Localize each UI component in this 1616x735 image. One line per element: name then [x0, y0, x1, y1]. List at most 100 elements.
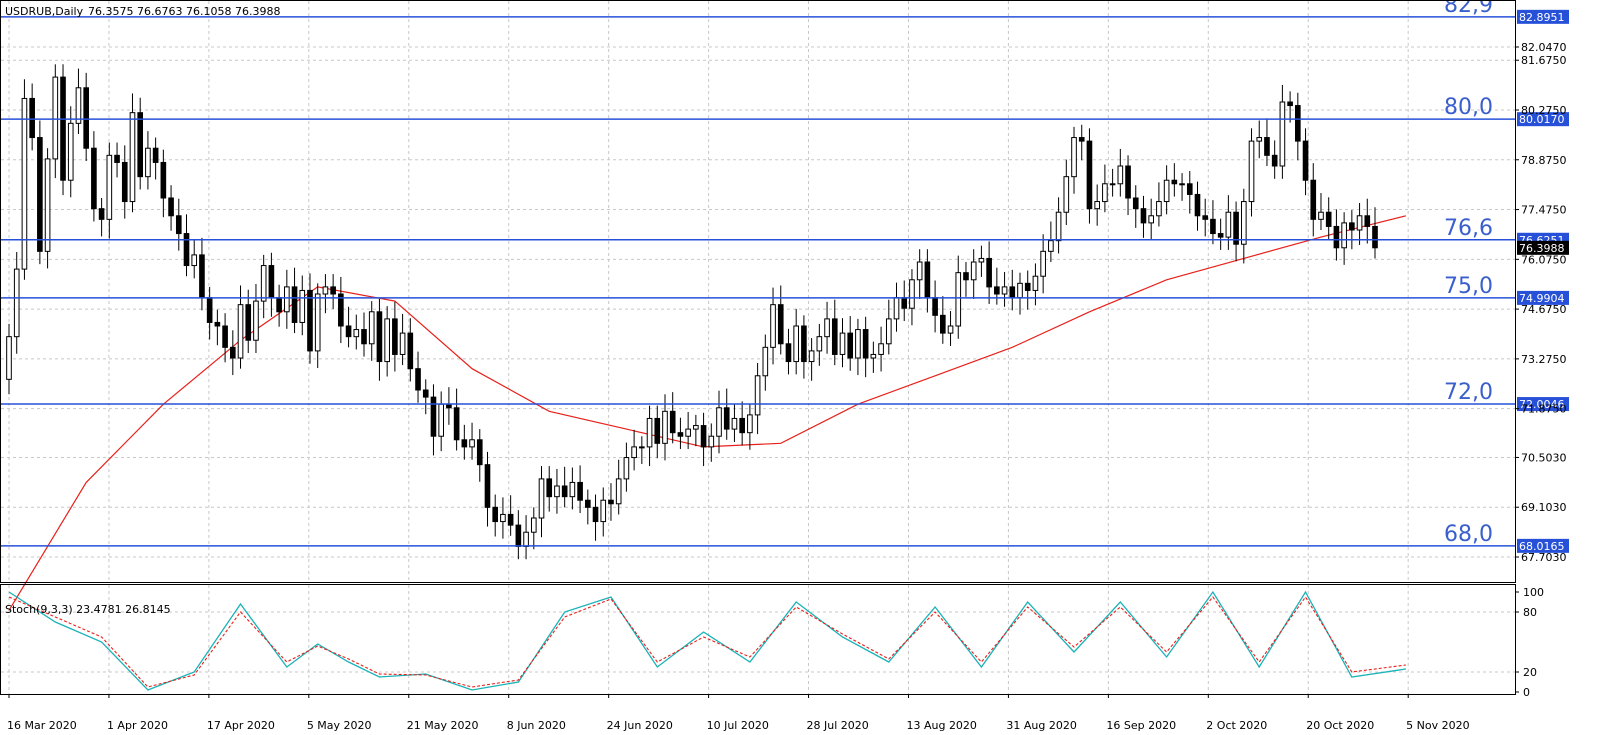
candle-body: [1078, 137, 1085, 142]
price-tick-label: 69.1030: [1521, 501, 1567, 514]
candle-body: [831, 318, 838, 355]
candle-body: [384, 318, 390, 363]
candle-body: [584, 499, 591, 508]
candle-body: [1287, 101, 1293, 107]
time-label: 1 Apr 2020: [107, 719, 168, 732]
candle-body: [623, 457, 630, 480]
candle-body: [361, 329, 367, 345]
candle-body: [646, 417, 653, 448]
candle-body: [253, 300, 259, 341]
candle-body: [1156, 201, 1162, 217]
candle-body: [639, 446, 645, 449]
candle-body: [1086, 140, 1093, 210]
current-price-label: 76.3988: [1519, 242, 1565, 255]
current-price-box: [1517, 240, 1569, 255]
candle-body: [592, 506, 599, 523]
level-price-box: [1517, 290, 1569, 305]
price-tick-label: 74.6750: [1521, 303, 1567, 316]
stoch-tick-label: 0: [1523, 686, 1530, 699]
price-tick-label: 81.6750: [1521, 54, 1567, 67]
candle-body: [978, 257, 985, 263]
candle-body: [1109, 183, 1116, 186]
candle-body: [839, 332, 846, 355]
level-label: 76,6: [1444, 216, 1493, 241]
candle-body: [1179, 183, 1185, 186]
symbol-label: USDRUB,Daily: [5, 5, 84, 18]
candle-body: [500, 513, 506, 523]
candle-body: [37, 137, 43, 252]
candle-body: [415, 368, 421, 391]
candle-body: [577, 481, 583, 501]
candle-body: [855, 329, 861, 359]
candle-body: [91, 147, 97, 210]
candle-body: [1349, 222, 1355, 231]
candle-body: [407, 332, 414, 370]
candle-body: [770, 304, 776, 348]
candle-body: [530, 517, 537, 533]
candle-body: [237, 304, 244, 359]
candle-body: [554, 485, 560, 498]
candle-body: [1202, 215, 1209, 220]
candle-body: [909, 279, 915, 309]
candle-body: [1325, 211, 1332, 227]
candle-body: [453, 407, 460, 441]
candle-body: [1295, 105, 1301, 142]
candle-body: [106, 154, 113, 220]
candle-body: [1032, 275, 1039, 291]
level-price-label: 74.9904: [1519, 292, 1565, 305]
candle-body: [685, 428, 691, 437]
candle-body: [507, 513, 514, 526]
candle-body: [145, 147, 151, 178]
level-price-box: [1517, 397, 1569, 412]
candle-body: [1256, 137, 1263, 142]
candle-body: [1148, 215, 1155, 224]
candle-body: [1372, 225, 1378, 249]
level-label: 82,9: [1444, 0, 1493, 18]
candle-body: [175, 215, 182, 235]
candle-body: [160, 161, 167, 199]
level-price-box: [1517, 538, 1569, 553]
candle-body: [808, 350, 815, 363]
candle-body: [1055, 211, 1062, 242]
candle-body: [731, 417, 738, 430]
candle-body: [801, 325, 807, 363]
price-tick-label: 73.2750: [1521, 353, 1567, 366]
candle-body: [430, 396, 437, 437]
candle-body: [1217, 233, 1224, 238]
candle-body: [986, 257, 992, 288]
candle-body: [538, 478, 545, 519]
time-label: 20 Oct 2020: [1306, 719, 1374, 732]
candle-body: [284, 286, 290, 313]
candle-body: [307, 289, 313, 352]
candle-body: [1017, 282, 1023, 299]
candle-body: [1094, 201, 1100, 210]
candle-body: [183, 233, 190, 267]
candle-body: [716, 407, 722, 437]
main-frame: [0, 0, 1516, 583]
candle-body: [199, 254, 205, 299]
candle-body: [515, 524, 522, 547]
stoch-main-line: [8, 590, 1406, 691]
time-label: 5 Nov 2020: [1406, 719, 1469, 732]
candle-body: [1210, 218, 1216, 235]
candle-body: [608, 499, 614, 505]
candle-body: [1048, 240, 1054, 252]
candle-body: [1341, 222, 1347, 249]
candle-body: [422, 389, 429, 398]
candle-body: [276, 297, 282, 313]
candle-body: [492, 506, 499, 523]
candle-body: [994, 286, 1000, 295]
level-price-label: 82.8951: [1519, 11, 1565, 24]
candle-body: [932, 297, 938, 316]
candle-body: [461, 439, 468, 448]
candle-body: [669, 410, 676, 434]
candle-body: [1063, 176, 1070, 213]
time-label: 5 May 2020: [307, 719, 372, 732]
candle-body: [29, 97, 35, 139]
candle-body: [816, 336, 823, 352]
price-tick-label: 70.5030: [1521, 451, 1567, 464]
candle-body: [1071, 137, 1077, 178]
candle-body: [469, 439, 475, 448]
candle-body: [1163, 179, 1170, 203]
